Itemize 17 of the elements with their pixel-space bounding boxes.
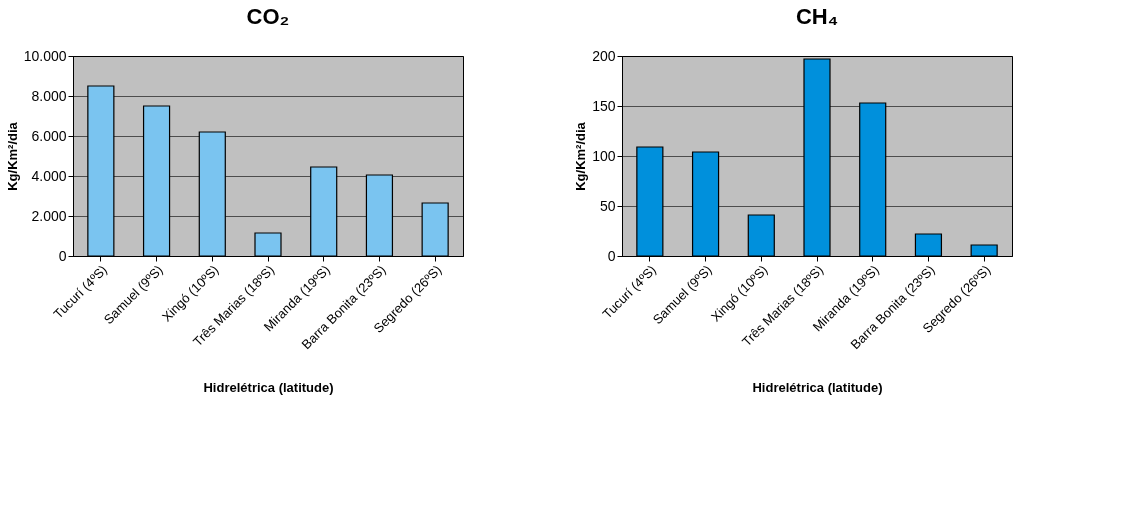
y-axis-title: Kg/Km²/dia [4, 121, 20, 191]
y-axis-title: Kg/Km²/dia [573, 121, 589, 191]
y-tick-label: 4.000 [31, 167, 67, 184]
y-tick-label: 2.000 [31, 207, 67, 224]
y-tick-label: 0 [607, 247, 616, 264]
y-tick-label: 50 [599, 197, 616, 214]
y-tick-label: 10.000 [23, 47, 67, 64]
y-tick-label: 150 [592, 97, 616, 114]
y-tick-label: 6.000 [31, 127, 67, 144]
x-axis-title: Hidrelétrica (latitude) [203, 380, 334, 396]
chart-title: CO₂ [246, 4, 290, 29]
y-tick-label: 8.000 [31, 87, 67, 104]
y-tick-label: 200 [592, 47, 616, 64]
x-axis-title: Hidrelétrica (latitude) [752, 380, 883, 396]
y-tick-label: 100 [592, 147, 616, 164]
y-tick-label: 0 [58, 247, 67, 264]
chart-title: CH₄ [795, 4, 839, 29]
